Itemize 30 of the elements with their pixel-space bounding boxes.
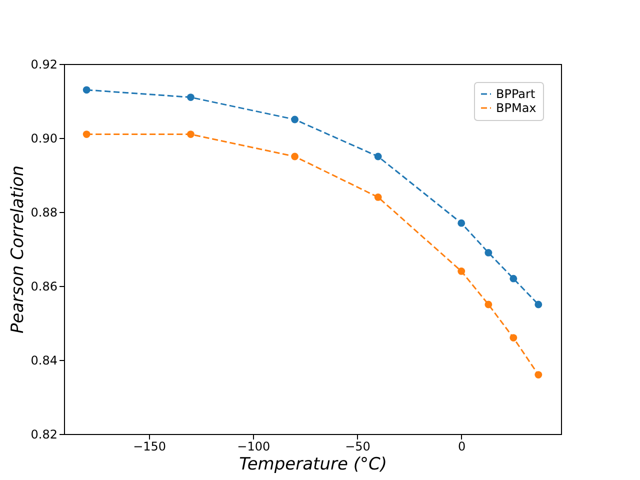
point bbox=[458, 268, 466, 275]
point bbox=[374, 152, 382, 160]
point bbox=[291, 152, 299, 160]
legend-label: BPPart bbox=[496, 87, 536, 101]
point bbox=[374, 194, 382, 201]
y-axis-title: Pearson Correlation bbox=[8, 166, 28, 334]
point bbox=[510, 334, 518, 342]
legend-label: BPMax bbox=[496, 101, 536, 115]
x-axis-title: Temperature (°C) bbox=[239, 454, 387, 474]
point bbox=[534, 371, 542, 378]
y-tick-label: 0.88 bbox=[30, 206, 58, 220]
point bbox=[510, 274, 518, 282]
point bbox=[291, 116, 299, 124]
point bbox=[484, 300, 492, 308]
point bbox=[82, 86, 90, 94]
y-tick-label: 0.86 bbox=[30, 280, 58, 294]
point bbox=[534, 300, 542, 308]
point bbox=[82, 130, 90, 138]
x-tick-label: 0 bbox=[458, 440, 466, 454]
x-tick-label: −100 bbox=[237, 440, 270, 454]
y-tick-label: 0.84 bbox=[30, 354, 58, 368]
point bbox=[186, 130, 194, 138]
point bbox=[458, 219, 466, 227]
x-tick-label: −50 bbox=[345, 440, 370, 454]
point bbox=[484, 249, 492, 256]
y-tick-label: 0.82 bbox=[30, 428, 58, 442]
y-tick-label: 0.90 bbox=[30, 132, 58, 146]
y-tick-label: 0.92 bbox=[30, 58, 58, 72]
x-tick-label: −150 bbox=[133, 440, 166, 454]
point bbox=[186, 94, 194, 101]
